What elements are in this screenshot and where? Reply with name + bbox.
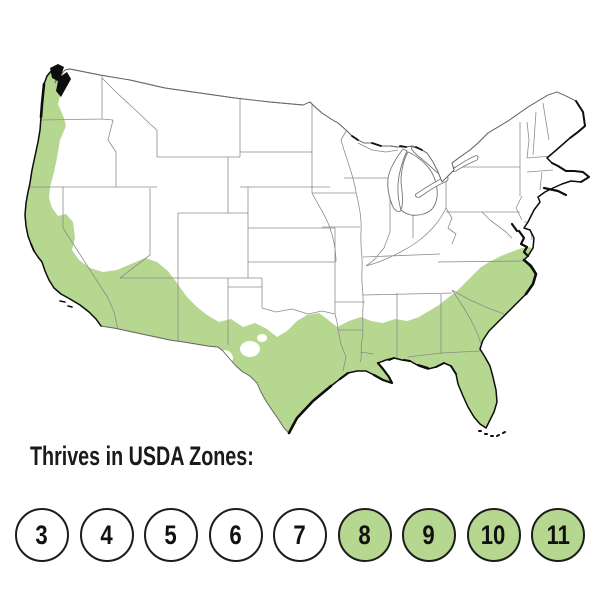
puget-sound xyxy=(50,64,71,97)
us-map xyxy=(24,64,590,437)
zone-circle-10: 10 xyxy=(466,508,521,562)
zone-circles-row: 3 4 5 6 7 8 9 10 11 xyxy=(15,508,585,562)
zone-circle-label: 3 xyxy=(35,519,49,550)
great-lakes xyxy=(387,146,479,216)
zone-circle-label: 9 xyxy=(422,519,436,550)
coastline-accents xyxy=(24,69,590,437)
state-borders xyxy=(30,74,554,372)
lake-ontario xyxy=(451,155,479,172)
zone-circle-6: 6 xyxy=(208,508,263,562)
michigan-lower-peninsula xyxy=(400,151,438,216)
lake-erie xyxy=(414,176,449,198)
zone-circle-11: 11 xyxy=(531,508,585,562)
zone-circle-label: 11 xyxy=(546,519,570,550)
heading: Thrives in USDA Zones: xyxy=(30,441,254,471)
zone-circle-label: 8 xyxy=(358,519,371,550)
zone-circle-8: 8 xyxy=(337,508,392,562)
zone-circle-label: 7 xyxy=(293,519,307,550)
zone-circle-7: 7 xyxy=(273,508,327,562)
zone-circle-label: 4 xyxy=(100,519,113,550)
lake-michigan xyxy=(387,148,408,213)
zone-circle-9: 9 xyxy=(402,508,456,562)
zone-circle-label: 6 xyxy=(229,519,242,550)
map-container xyxy=(24,64,590,437)
zone-circle-label: 5 xyxy=(164,519,178,550)
zone-circle-3: 3 xyxy=(15,508,69,562)
zone-circle-5: 5 xyxy=(144,508,198,562)
zone-circle-label: 10 xyxy=(481,519,506,550)
zone-circle-4: 4 xyxy=(79,508,134,562)
